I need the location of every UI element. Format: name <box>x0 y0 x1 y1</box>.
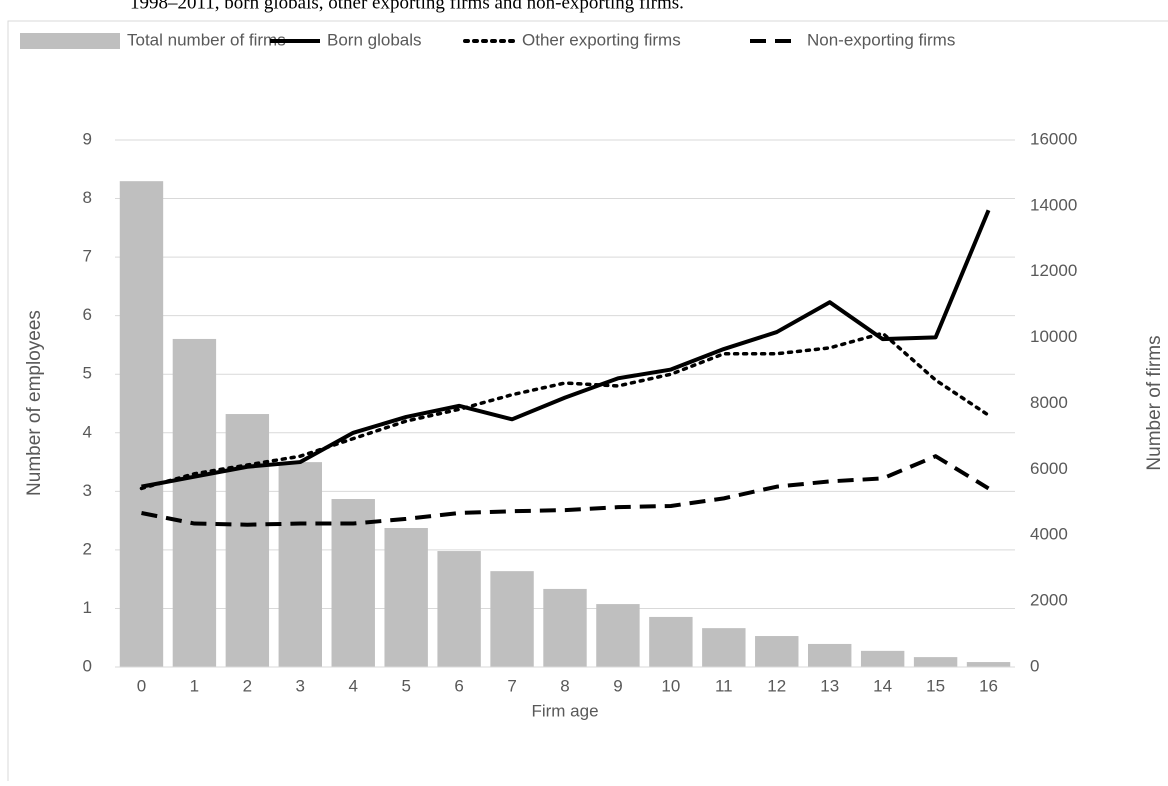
y-tick-label: 8 <box>83 188 92 207</box>
legend-swatch <box>20 33 120 49</box>
x-tick-label: 3 <box>296 676 305 695</box>
x-tick-label: 13 <box>820 676 839 695</box>
y2-tick-label: 10000 <box>1030 327 1077 346</box>
legend-label: Other exporting firms <box>522 30 681 49</box>
bar <box>278 462 322 667</box>
bar <box>384 528 428 667</box>
bar <box>913 657 958 667</box>
line <box>141 454 990 527</box>
y-tick-label: 4 <box>83 422 92 441</box>
bar <box>490 571 534 667</box>
bar <box>172 338 217 667</box>
y-axis-title: Number of employees <box>24 310 45 496</box>
bar <box>543 588 587 667</box>
x-tick-label: 1 <box>190 676 199 695</box>
y2-tick-label: 14000 <box>1030 195 1077 214</box>
bar <box>596 604 640 667</box>
bar <box>649 616 693 667</box>
x-tick-label: 9 <box>613 676 622 695</box>
y-tick-label: 7 <box>83 247 92 266</box>
chart-border <box>7 20 1168 786</box>
x-tick-label: 12 <box>767 676 786 695</box>
y-tick-label: 1 <box>83 598 92 617</box>
legend-label: Total number of firms <box>127 30 286 49</box>
x-tick-label: 10 <box>661 676 680 695</box>
bar <box>860 650 905 667</box>
bar <box>966 662 1011 667</box>
y2-tick-label: 6000 <box>1030 459 1068 478</box>
y2-tick-label: 8000 <box>1030 393 1068 412</box>
x-axis-title: Firm age <box>531 701 598 720</box>
bar <box>225 414 270 667</box>
caption: 1998–2011, born globals, other exporting… <box>130 0 684 13</box>
bar <box>702 628 746 667</box>
legend-label: Non-exporting firms <box>807 30 955 49</box>
x-tick-label: 4 <box>349 676 358 695</box>
bar <box>119 181 164 667</box>
y-tick-label: 2 <box>83 539 92 558</box>
x-tick-label: 15 <box>926 676 945 695</box>
y-tick-label: 3 <box>83 481 92 500</box>
x-tick-label: 8 <box>560 676 569 695</box>
legend-label: Born globals <box>327 30 422 49</box>
y2-tick-label: 16000 <box>1030 129 1077 148</box>
x-tick-label: 5 <box>401 676 410 695</box>
bar <box>755 636 799 667</box>
x-tick-label: 6 <box>454 676 463 695</box>
bar <box>437 551 481 667</box>
line <box>141 209 991 489</box>
y2-axis-title: Number of firms <box>1144 335 1165 470</box>
x-tick-label: 11 <box>715 676 733 695</box>
line <box>139 331 991 491</box>
y-tick-label: 5 <box>83 364 92 383</box>
x-tick-label: 14 <box>873 676 892 695</box>
y-tick-label: 0 <box>83 656 92 675</box>
y-tick-label: 6 <box>83 305 92 324</box>
y2-tick-label: 4000 <box>1030 525 1068 544</box>
bar <box>331 499 375 667</box>
bar <box>808 643 852 667</box>
x-tick-label: 0 <box>137 676 146 695</box>
x-tick-label: 2 <box>243 676 252 695</box>
x-tick-label: 7 <box>507 676 516 695</box>
y2-tick-label: 2000 <box>1030 591 1068 610</box>
y2-tick-label: 0 <box>1030 656 1039 675</box>
y2-tick-label: 12000 <box>1030 261 1077 280</box>
x-tick-label: 16 <box>979 676 998 695</box>
y-tick-label: 9 <box>83 129 92 148</box>
